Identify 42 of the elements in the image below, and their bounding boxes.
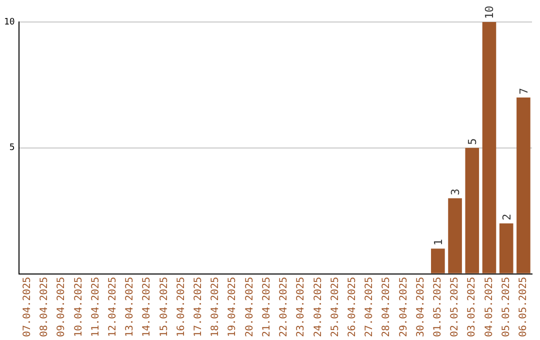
x-tick-label: 29.04.2025 [398, 276, 410, 338]
x-tick-label: 02.05.2025 [450, 276, 461, 338]
x-tick-label: 11.04.2025 [90, 276, 102, 338]
data-label: 10 [483, 6, 496, 19]
x-tick-label: 21.04.2025 [261, 276, 272, 338]
data-label: 2 [500, 214, 514, 220]
bar [448, 198, 462, 274]
x-tick-label: 07.04.2025 [22, 276, 33, 338]
x-tick-label: 27.04.2025 [364, 276, 376, 338]
x-tick-label: 06.05.2025 [518, 276, 530, 338]
x-tick-label: 20.04.2025 [244, 276, 256, 338]
x-tick-label: 14.04.2025 [142, 276, 153, 338]
x-tick-label: 23.04.2025 [296, 276, 307, 338]
bar [516, 98, 530, 274]
x-tick-label: 15.04.2025 [158, 276, 170, 338]
x-tick-label: 25.04.2025 [330, 276, 341, 338]
x-tick-label: 10.04.2025 [73, 276, 84, 338]
x-tick-label: 24.04.2025 [312, 276, 324, 338]
x-tick-label: 13.04.2025 [124, 276, 136, 338]
x-tick-label: 26.04.2025 [346, 276, 358, 338]
x-tick-label: 09.04.2025 [56, 276, 68, 338]
data-label: 1 [432, 238, 445, 246]
x-tick-label: 17.04.2025 [193, 276, 204, 338]
x-tick-label: 04.05.2025 [484, 276, 495, 338]
data-label: 3 [449, 188, 462, 196]
x-tick-label: 05.05.2025 [500, 276, 512, 338]
data-label: 7 [517, 88, 530, 95]
bar [465, 148, 480, 274]
x-tick-label: 30.04.2025 [415, 276, 426, 338]
bar [499, 223, 514, 274]
x-tick-label: 16.04.2025 [176, 276, 187, 338]
x-tick-label: 28.04.2025 [381, 276, 392, 338]
x-tick-label: 08.04.2025 [39, 276, 50, 338]
x-tick-label: 22.04.2025 [278, 276, 290, 338]
x-tick-label: 18.04.2025 [210, 276, 222, 338]
x-tick-label: 12.04.2025 [108, 276, 119, 338]
bar [482, 22, 496, 274]
x-tick-label: 19.04.2025 [227, 276, 238, 338]
x-tick-label: 01.05.2025 [432, 276, 444, 338]
x-tick-label: 03.05.2025 [466, 276, 478, 338]
data-label: 5 [466, 138, 480, 145]
bar [431, 248, 445, 274]
